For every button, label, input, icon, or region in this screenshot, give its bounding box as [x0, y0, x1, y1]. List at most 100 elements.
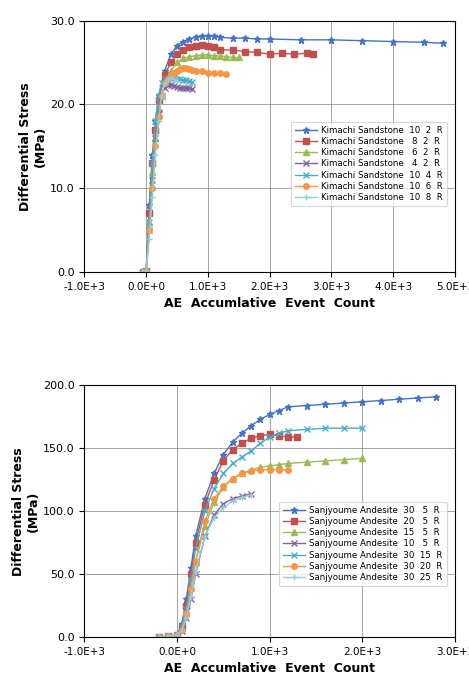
- Sanjyoume Andesite  30  15  R: [249, 447, 254, 455]
- Kimachi Sandstone  10  8  R: [152, 151, 158, 159]
- Kimachi Sandstone   4  2  R: [177, 84, 183, 92]
- Kimachi Sandstone   6  2  R: [199, 51, 204, 59]
- Kimachi Sandstone   8  2  R: [144, 267, 149, 275]
- Kimachi Sandstone  10  4  R: [156, 92, 161, 100]
- Sanjyoume Andesite  15   5  R: [230, 475, 235, 483]
- Kimachi Sandstone   4  2  R: [162, 84, 167, 92]
- Kimachi Sandstone  10  2  R: [390, 38, 396, 46]
- Kimachi Sandstone  10  2  R: [156, 92, 161, 100]
- Kimachi Sandstone  10  4  R: [181, 76, 186, 84]
- Sanjyoume Andesite  10   5  R: [202, 532, 208, 540]
- Sanjyoume Andesite  20   5  R: [179, 623, 184, 631]
- Sanjyoume Andesite  30  25  R: [188, 593, 194, 601]
- Kimachi Sandstone   4  2  R: [146, 226, 152, 234]
- Sanjyoume Andesite  30  25  R: [174, 630, 180, 638]
- Line: Sanjyoume Andesite  20   5  R: Sanjyoume Andesite 20 5 R: [156, 432, 300, 640]
- Kimachi Sandstone  10  2  R: [144, 267, 149, 275]
- Sanjyoume Andesite  20   5  R: [257, 432, 263, 440]
- Kimachi Sandstone  10  2  R: [329, 36, 334, 44]
- Sanjyoume Andesite  30  25  R: [202, 532, 208, 540]
- Kimachi Sandstone   8  2  R: [140, 268, 146, 276]
- Kimachi Sandstone   6  2  R: [224, 53, 229, 61]
- Sanjyoume Andesite  15   5  R: [341, 456, 347, 464]
- Sanjyoume Andesite  30  15  R: [304, 425, 310, 434]
- Sanjyoume Andesite  30  15  R: [276, 429, 282, 437]
- Kimachi Sandstone   4  2  R: [189, 85, 195, 93]
- Sanjyoume Andesite  30   5  R: [378, 397, 384, 405]
- Sanjyoume Andesite  30  25  R: [193, 567, 198, 575]
- Kimachi Sandstone   6  2  R: [140, 268, 146, 276]
- Kimachi Sandstone   4  2  R: [181, 84, 186, 92]
- Sanjyoume Andesite  30  20  R: [257, 466, 263, 474]
- Kimachi Sandstone   6  2  R: [150, 167, 155, 175]
- Kimachi Sandstone  10  4  R: [162, 75, 167, 84]
- Kimachi Sandstone   6  2  R: [230, 53, 235, 62]
- Sanjyoume Andesite  15   5  R: [276, 460, 282, 469]
- Sanjyoume Andesite  15   5  R: [220, 483, 226, 491]
- Kimachi Sandstone  10  8  R: [146, 234, 152, 242]
- Kimachi Sandstone   8  2  R: [205, 42, 211, 50]
- Kimachi Sandstone  10  2  R: [359, 36, 365, 45]
- Kimachi Sandstone  10  2  R: [150, 151, 155, 159]
- Sanjyoume Andesite  30   5  R: [433, 393, 439, 401]
- Sanjyoume Andesite  30  25  R: [230, 497, 235, 506]
- Sanjyoume Andesite  30  25  R: [211, 514, 217, 522]
- Sanjyoume Andesite  30   5  R: [257, 415, 263, 423]
- Kimachi Sandstone  10  6  R: [187, 65, 192, 73]
- Kimachi Sandstone  10  2  R: [242, 34, 248, 42]
- Kimachi Sandstone  10  8  R: [156, 117, 161, 125]
- Kimachi Sandstone  10  4  R: [146, 218, 152, 226]
- Sanjyoume Andesite  10   5  R: [165, 632, 171, 640]
- Sanjyoume Andesite  20   5  R: [285, 433, 291, 441]
- Line: Kimachi Sandstone  10  6  R: Kimachi Sandstone 10 6 R: [140, 66, 229, 275]
- Kimachi Sandstone  10  4  R: [177, 75, 183, 84]
- Kimachi Sandstone   4  2  R: [152, 134, 158, 142]
- Sanjyoume Andesite  30  20  R: [230, 475, 235, 483]
- Sanjyoume Andesite  30   5  R: [202, 495, 208, 503]
- Sanjyoume Andesite  30  15  R: [285, 427, 291, 435]
- Sanjyoume Andesite  20   5  R: [183, 601, 189, 610]
- Sanjyoume Andesite  30  15  R: [183, 606, 189, 614]
- Kimachi Sandstone   8  2  R: [168, 58, 174, 66]
- Sanjyoume Andesite  20   5  R: [249, 434, 254, 443]
- Sanjyoume Andesite  10   5  R: [174, 630, 180, 638]
- Kimachi Sandstone  10  8  R: [140, 268, 146, 276]
- Kimachi Sandstone   8  2  R: [279, 49, 285, 58]
- Kimachi Sandstone   4  2  R: [165, 81, 171, 89]
- Sanjyoume Andesite  30   5  R: [179, 621, 184, 629]
- Kimachi Sandstone  10  2  R: [152, 117, 158, 125]
- Kimachi Sandstone  10  4  R: [183, 76, 189, 84]
- Sanjyoume Andesite  30  15  R: [188, 576, 194, 584]
- Sanjyoume Andesite  30  20  R: [193, 558, 198, 566]
- Y-axis label: Differential Stress
(MPa): Differential Stress (MPa): [19, 82, 47, 211]
- Sanjyoume Andesite  20   5  R: [295, 433, 300, 441]
- Sanjyoume Andesite  15   5  R: [174, 630, 180, 638]
- Sanjyoume Andesite  20   5  R: [211, 475, 217, 484]
- Sanjyoume Andesite  30  15  R: [202, 507, 208, 515]
- Kimachi Sandstone   6  2  R: [144, 267, 149, 275]
- Sanjyoume Andesite  30  25  R: [165, 632, 171, 640]
- Sanjyoume Andesite  30  20  R: [267, 466, 272, 474]
- Sanjyoume Andesite  30   5  R: [193, 532, 198, 540]
- Kimachi Sandstone  10  2  R: [205, 32, 211, 40]
- Sanjyoume Andesite  30   5  R: [183, 595, 189, 603]
- Sanjyoume Andesite  30   5  R: [285, 403, 291, 411]
- Kimachi Sandstone  10  2  R: [440, 39, 446, 47]
- Kimachi Sandstone  10  6  R: [168, 71, 174, 79]
- Kimachi Sandstone   4  2  R: [183, 84, 189, 92]
- Sanjyoume Andesite  30  20  R: [202, 517, 208, 525]
- Sanjyoume Andesite  20   5  R: [188, 570, 194, 578]
- Kimachi Sandstone  10  8  R: [171, 75, 177, 84]
- Kimachi Sandstone  10  4  R: [165, 73, 171, 82]
- Kimachi Sandstone   6  2  R: [156, 105, 161, 113]
- Kimachi Sandstone   8  2  R: [193, 42, 198, 50]
- Kimachi Sandstone   6  2  R: [193, 51, 198, 60]
- Kimachi Sandstone   4  2  R: [150, 176, 155, 184]
- Sanjyoume Andesite  30   5  R: [323, 400, 328, 408]
- Kimachi Sandstone   6  2  R: [152, 134, 158, 142]
- X-axis label: AE  Accumlative  Event  Count: AE Accumlative Event Count: [164, 662, 375, 675]
- Sanjyoume Andesite  30  15  R: [359, 424, 365, 432]
- Sanjyoume Andesite  10   5  R: [179, 627, 184, 635]
- Line: Kimachi Sandstone  10  2  R: Kimachi Sandstone 10 2 R: [140, 32, 446, 275]
- Sanjyoume Andesite  15   5  R: [249, 466, 254, 474]
